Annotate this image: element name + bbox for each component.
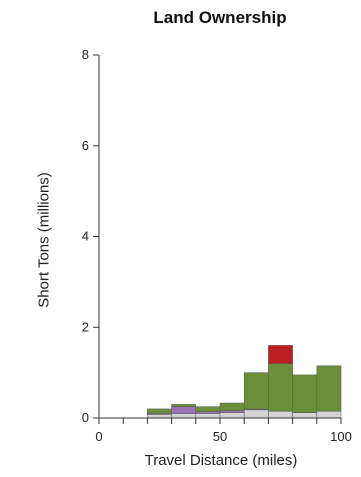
bar-segment-1-bin-3: [219, 410, 245, 413]
y-tick-label: 6: [82, 138, 89, 153]
chart-title: Land Ownership: [153, 8, 287, 27]
bar-segment-0-bin-4: [243, 409, 269, 419]
bar-segment-2-bin-7: [316, 365, 342, 412]
bar-segment-2-bin-2: [195, 406, 221, 412]
bar-segment-2-bin-5: [268, 363, 293, 412]
bar-segment-0-bin-3: [219, 412, 245, 419]
bar-segment-2-bin-1: [171, 404, 197, 407]
y-tick-label: 2: [82, 319, 89, 334]
y-tick-label: 4: [82, 229, 89, 244]
x-axis-label: Travel Distance (miles): [144, 452, 298, 469]
y-tick-label: 0: [82, 410, 89, 425]
bar-segment-1-bin-2: [195, 411, 221, 414]
x-tick-label: 100: [330, 429, 352, 444]
bar-segment-2-bin-3: [219, 402, 245, 411]
bar-segment-0-bin-0: [147, 414, 172, 419]
bar-segment-0-bin-7: [316, 410, 342, 419]
x-tick-label: 0: [95, 429, 102, 444]
bar-segment-2-bin-0: [147, 408, 172, 414]
bar-segment-2-bin-6: [292, 374, 318, 413]
bar-segment-0-bin-1: [171, 413, 197, 419]
bar-segment-0-bin-6: [292, 412, 318, 419]
bar-segment-2-bin-4: [243, 372, 269, 410]
bar-segment-0-bin-5: [268, 410, 293, 419]
y-tick-label: 8: [82, 47, 89, 62]
bar-segment-3-bin-5: [268, 345, 293, 364]
bar-segment-0-bin-2: [195, 413, 221, 419]
x-tick-label: 50: [213, 429, 227, 444]
bar-segment-1-bin-1: [171, 406, 197, 414]
